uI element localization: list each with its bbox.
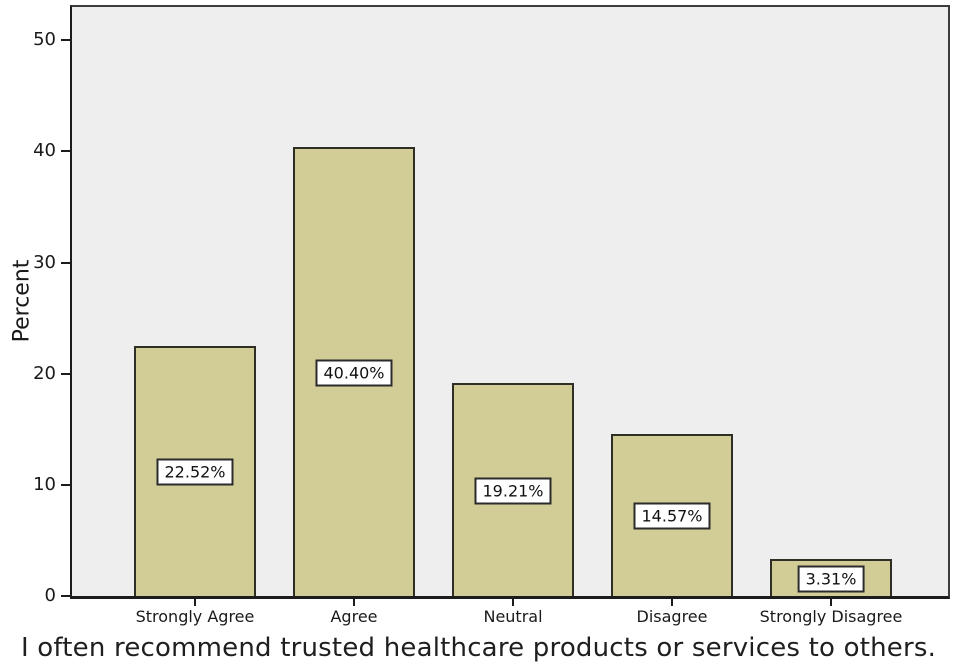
x-category-label: Agree <box>330 607 378 626</box>
bar-agree: 40.40% <box>293 147 415 596</box>
bar-disagree: 14.57% <box>611 434 733 596</box>
bar-value-label: 3.31% <box>797 565 865 592</box>
y-axis-tick <box>61 372 70 375</box>
bar-strongly-disagree: 3.31% <box>770 559 892 596</box>
plot-area: 22.52% 40.40% 19.21% 14.57% 3.31% <box>70 5 950 599</box>
y-axis-tick <box>61 39 70 42</box>
y-axis-tick <box>61 483 70 486</box>
x-category-label: Strongly Disagree <box>759 607 903 626</box>
bar-value-label: 22.52% <box>156 458 234 486</box>
y-tick-label: 0 <box>44 585 56 606</box>
x-axis-tick <box>194 599 196 606</box>
bar-value-label: 14.57% <box>633 502 711 530</box>
y-tick-label: 50 <box>33 29 56 51</box>
y-tick-label: 30 <box>33 251 56 273</box>
chart-caption: I often recommend trusted healthcare pro… <box>20 633 937 663</box>
y-tick-label: 10 <box>33 473 56 495</box>
y-axis-tick <box>61 595 70 597</box>
y-axis-tick <box>61 261 70 264</box>
y-tick-label: 20 <box>33 362 56 384</box>
x-axis-tick <box>353 599 355 606</box>
bar-value-label: 19.21% <box>474 477 552 504</box>
bar-value-label: 40.40% <box>315 359 393 386</box>
x-category-label: Disagree <box>636 607 708 626</box>
x-axis-tick <box>512 599 514 606</box>
x-category-label: Strongly Agree <box>135 607 255 626</box>
x-axis-tick <box>671 599 673 606</box>
x-category-label: Neutral <box>483 607 543 626</box>
y-axis-tick <box>61 150 70 153</box>
bar-neutral: 19.21% <box>452 383 574 596</box>
x-axis-tick <box>830 599 832 606</box>
y-tick-label: 40 <box>33 140 56 162</box>
bar-strongly-agree: 22.52% <box>134 346 256 596</box>
